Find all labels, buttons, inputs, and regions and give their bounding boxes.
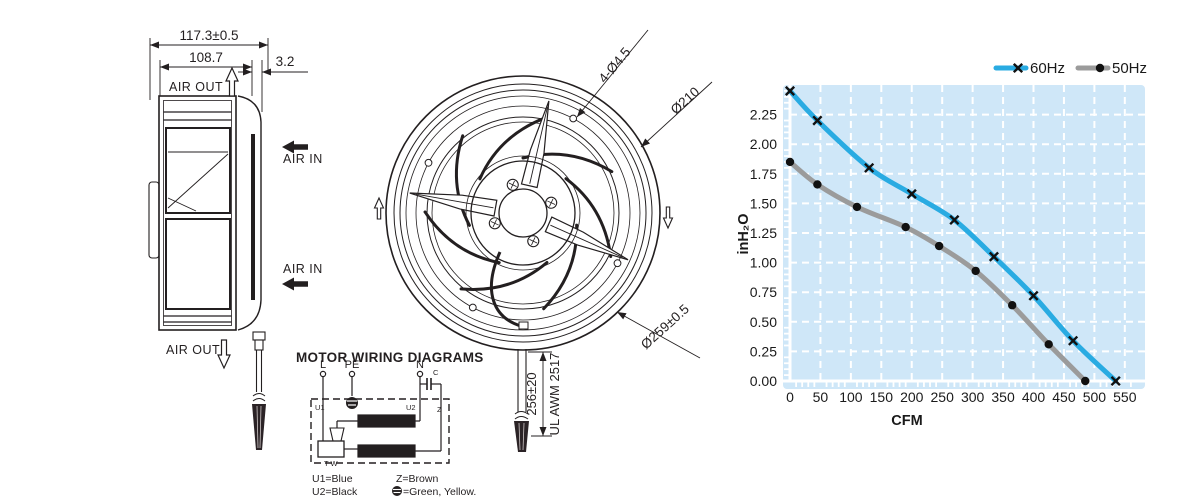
dot-marker <box>1081 376 1090 386</box>
y-tick-label: 2.00 <box>750 136 777 152</box>
y-tick-label: 2.25 <box>750 107 777 123</box>
wire-legend-u1: U1=Blue <box>312 473 353 485</box>
y-axis-title: inH₂O <box>736 213 752 254</box>
terminal-l-label: L <box>320 359 326 371</box>
impeller-struts <box>409 100 629 261</box>
dot-marker <box>901 222 910 232</box>
y-tick-label: 0.00 <box>750 373 777 389</box>
x-tick-label: 500 <box>1083 389 1107 405</box>
dim-holes-label: 4-Ø4.5 <box>596 44 634 85</box>
x-tick-label: 450 <box>1052 389 1076 405</box>
y-tick-label: 0.75 <box>750 284 777 300</box>
terminal-pe-label: PE <box>345 359 360 371</box>
u1-label: U1 <box>315 403 325 412</box>
rotation-down-arrow-icon <box>662 206 674 230</box>
chart-axis-titles: CFM inH₂O <box>736 213 923 429</box>
x-tick-label: 50 <box>813 389 829 405</box>
wire-legend-ground-icon <box>392 486 402 496</box>
x-tick-label: 0 <box>786 389 794 405</box>
x-marker <box>949 214 960 226</box>
dot-marker <box>1008 301 1017 310</box>
legend-label-60Hz: 60Hz <box>1030 60 1065 77</box>
cable-marking-label: UL AWM 2517 <box>547 353 562 436</box>
y-tick-label: 1.00 <box>750 255 777 271</box>
y-tick-label: 1.25 <box>750 225 777 241</box>
x-marker <box>784 85 796 96</box>
air-out-bottom-label: AIR OUT <box>166 343 220 357</box>
rotation-up-arrow-icon <box>373 196 385 220</box>
air-in-upper-arrow-icon <box>282 140 308 154</box>
hub-screws <box>488 178 558 248</box>
capacitor-label: C <box>433 368 439 377</box>
dim-d210-label: Ø210 <box>668 84 703 117</box>
x-tick-label: 100 <box>839 389 863 405</box>
x-tick-label: 200 <box>900 389 924 405</box>
terminal-n-label: N <box>416 359 424 371</box>
dot-marker <box>813 180 822 189</box>
x-axis-title: CFM <box>891 413 922 429</box>
air-in-upper-label: AIR IN <box>283 152 323 166</box>
wire-legend-u2: U2=Black <box>312 486 358 498</box>
x-tick-label: 150 <box>870 389 894 405</box>
air-in-lower-arrow-icon <box>282 277 308 291</box>
plot-area <box>783 85 1145 389</box>
x-tick-label: 250 <box>931 389 955 405</box>
dim-inner-label: 108.7 <box>189 50 223 65</box>
z-label: Z <box>437 405 442 414</box>
x-marker <box>906 188 917 199</box>
side-view-drawing <box>148 38 308 450</box>
x-marker <box>864 162 875 173</box>
y-tick-label: 0.25 <box>750 343 777 359</box>
x-marker <box>1110 375 1121 387</box>
dot-marker <box>1044 340 1053 349</box>
dim-cable-length-label: 256±20 <box>524 372 539 415</box>
dot-marker <box>785 157 795 167</box>
dot-marker <box>1095 63 1105 73</box>
front-view-drawing <box>373 29 713 452</box>
wire-legend-pe: =Green, Yellow. <box>403 486 476 498</box>
dot-marker <box>852 202 862 212</box>
wiring-diagram <box>310 370 450 464</box>
y-tick-label: 1.75 <box>750 166 777 182</box>
dot-marker <box>934 241 944 251</box>
legend-label-50Hz: 50Hz <box>1112 60 1147 77</box>
x-marker <box>988 251 999 262</box>
x-marker <box>1012 62 1024 74</box>
wiring-title: MOTOR WIRING DIAGRAMS <box>296 350 484 365</box>
air-in-lower-label: AIR IN <box>283 262 323 276</box>
mounting-holes <box>424 114 622 312</box>
air-out-top-label: AIR OUT <box>169 80 223 94</box>
wire-legend-z: Z=Brown <box>396 473 438 485</box>
dim-flange-label: 3.2 <box>276 54 295 69</box>
x-marker <box>1028 290 1039 301</box>
y-tick-label: 0.50 <box>750 314 777 330</box>
side-view-labels: 117.3±0.5 108.7 3.2 AIR OUT AIR IN AIR I… <box>166 28 323 357</box>
u2-label: U2 <box>406 403 416 412</box>
ground-icon <box>346 397 358 409</box>
x-marker <box>1068 335 1079 346</box>
x-tick-label: 400 <box>1022 389 1046 405</box>
x-tick-label: 550 <box>1113 389 1137 405</box>
air-out-top-arrow-icon <box>225 66 239 97</box>
tw-label: T W <box>324 459 339 468</box>
x-marker <box>812 115 823 126</box>
performance-chart: 0 50 100 150 200 250 300 350 400 450 500 550 0.00 0.2… <box>750 60 1147 405</box>
air-out-bottom-arrow-icon <box>217 339 231 370</box>
front-view-labels: 4-Ø4.5 Ø210 Ø259±0.5 256±20 UL AWM 2517 <box>524 44 702 435</box>
impeller-blades <box>423 116 614 311</box>
dot-marker <box>971 266 980 276</box>
y-tick-label: 1.50 <box>750 195 777 211</box>
x-tick-label: 300 <box>961 389 985 405</box>
wiring-labels: MOTOR WIRING DIAGRAMS L PE N C U1 U2 Z T… <box>296 350 484 498</box>
x-tick-label: 350 <box>991 389 1015 405</box>
dim-d259-label: Ø259±0.5 <box>638 301 692 352</box>
dim-overall-label: 117.3±0.5 <box>180 28 239 43</box>
